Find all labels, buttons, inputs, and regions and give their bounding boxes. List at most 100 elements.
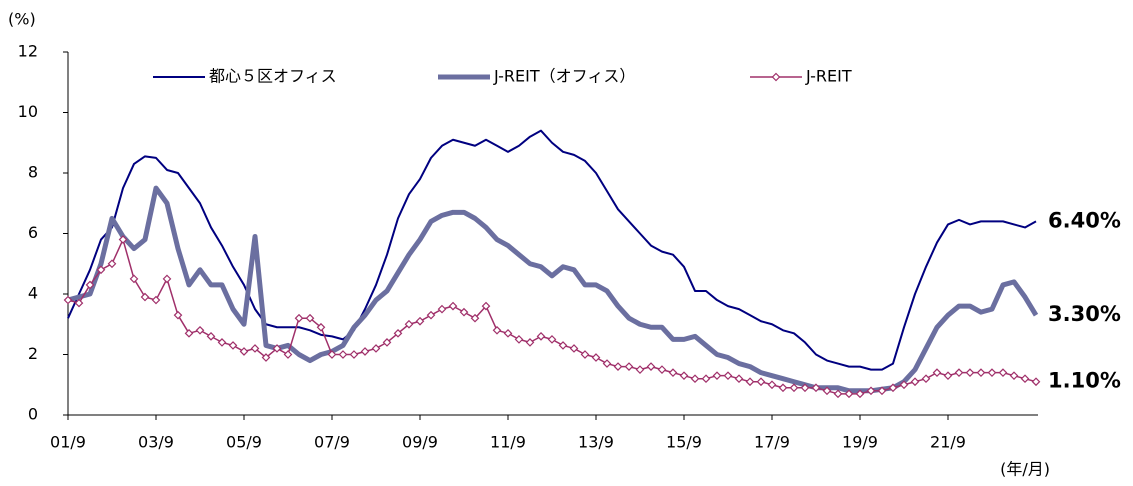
data-point <box>789 383 799 393</box>
y-tick-label: 6 <box>28 223 38 242</box>
x-tick-label: 11/9 <box>490 433 526 452</box>
data-point <box>415 316 425 326</box>
data-point <box>349 350 359 359</box>
data-point <box>360 347 370 356</box>
data-point <box>239 347 249 356</box>
data-point <box>294 313 304 323</box>
data-point <box>393 328 403 338</box>
data-point <box>668 368 678 377</box>
data-point <box>184 328 194 338</box>
data-point <box>96 265 106 275</box>
data-point <box>998 368 1008 377</box>
x-tick-label: 15/9 <box>666 433 702 452</box>
legend-marker <box>771 72 781 82</box>
y-tick-label: 2 <box>28 344 38 363</box>
data-point <box>195 325 205 335</box>
data-point <box>943 371 953 381</box>
data-point <box>811 383 821 393</box>
data-point <box>316 322 326 332</box>
series-line <box>67 185 1039 394</box>
data-point <box>129 274 139 284</box>
x-tick-label: 01/9 <box>50 433 86 452</box>
data-point <box>569 344 579 353</box>
data-point <box>74 298 84 308</box>
data-point <box>844 389 854 399</box>
data-point <box>448 301 458 311</box>
x-tick-label: 21/9 <box>930 433 966 452</box>
data-point <box>888 383 898 393</box>
end-label: 3.30% <box>1048 302 1121 326</box>
series-line <box>67 238 1037 395</box>
data-point <box>822 386 832 396</box>
data-point <box>338 350 348 359</box>
y-tick-label: 10 <box>18 102 38 121</box>
data-point <box>976 368 986 377</box>
data-point <box>800 383 810 393</box>
data-point <box>162 274 172 284</box>
y-axis-label: (%) <box>8 10 36 29</box>
data-point <box>503 328 513 338</box>
data-point <box>140 292 150 302</box>
data-point <box>899 380 909 390</box>
data-point <box>492 325 502 335</box>
data-point <box>305 313 315 323</box>
data-point <box>646 362 656 371</box>
data-point <box>932 368 942 377</box>
x-tick-label: 19/9 <box>842 433 878 452</box>
data-point <box>470 313 480 323</box>
data-point <box>921 374 931 384</box>
data-point <box>866 386 876 396</box>
data-point <box>910 377 920 387</box>
y-tick-label: 12 <box>18 42 38 61</box>
series-line <box>67 129 1037 371</box>
data-point <box>745 377 755 387</box>
data-point <box>877 386 887 396</box>
legend-label: 都心５区オフィス <box>209 67 337 86</box>
data-point <box>514 335 524 344</box>
data-point <box>712 371 722 381</box>
x-tick-label: 09/9 <box>402 433 438 452</box>
data-point <box>217 338 227 347</box>
x-tick-label: 05/9 <box>226 433 262 452</box>
data-point <box>778 383 788 393</box>
data-point <box>613 362 623 371</box>
data-point <box>151 295 161 305</box>
data-point <box>107 259 117 269</box>
data-point <box>437 304 447 314</box>
data-point <box>1009 371 1019 381</box>
data-point <box>459 307 469 317</box>
data-point <box>987 368 997 377</box>
end-label: 6.40% <box>1048 208 1121 232</box>
data-point <box>547 335 557 344</box>
data-point <box>536 332 546 341</box>
data-point <box>283 350 293 359</box>
data-point <box>635 365 645 374</box>
data-point <box>701 374 711 384</box>
data-point <box>228 341 238 350</box>
y-tick-label: 0 <box>28 405 38 424</box>
data-point <box>261 353 271 362</box>
y-tick-label: 8 <box>28 163 38 182</box>
data-point <box>404 319 414 329</box>
x-tick-label: 03/9 <box>138 433 174 452</box>
data-point <box>657 365 667 374</box>
data-point <box>690 374 700 384</box>
data-point <box>63 295 73 305</box>
legend-label: J-REIT <box>805 67 852 86</box>
data-point <box>767 380 777 390</box>
data-point <box>206 332 216 341</box>
data-point <box>85 280 95 290</box>
data-point <box>602 359 612 368</box>
x-axis-label: (年/月) <box>1000 460 1050 479</box>
legend-label: J-REIT（オフィス） <box>493 67 635 86</box>
x-tick-label: 07/9 <box>314 433 350 452</box>
data-point <box>1031 377 1041 387</box>
data-point <box>679 371 689 381</box>
data-point <box>1020 374 1030 384</box>
data-point <box>558 341 568 350</box>
data-point <box>481 301 491 311</box>
data-point <box>580 350 590 359</box>
data-point <box>173 310 183 320</box>
data-point <box>756 377 766 387</box>
